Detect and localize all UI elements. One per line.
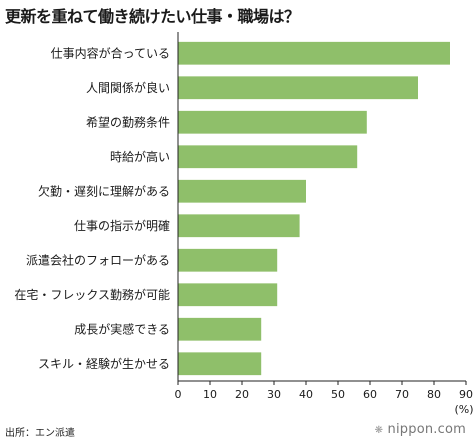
x-tick-label-4: 40 [299, 388, 313, 401]
brand-mark-icon: ❋ [374, 425, 384, 436]
bar-1 [178, 76, 418, 100]
bar-4 [178, 179, 306, 203]
bar-2 [178, 110, 367, 134]
bar-chart: 仕事内容が合っている人間関係が良い希望の勤務条件時給が高い欠勤・遅刻に理解がある… [14, 32, 474, 416]
category-label-2: 希望の勤務条件 [86, 114, 170, 129]
brand-logo: ❋ nippon.com [375, 422, 466, 437]
bar-7 [178, 283, 278, 307]
source-note: 出所：エン派遣 [5, 428, 75, 439]
brand-name: nippon.com [387, 422, 466, 437]
category-label-4: 欠勤・遅刻に理解がある [38, 183, 170, 198]
category-labels: 仕事内容が合っている人間関係が良い希望の勤務条件時給が高い欠勤・遅刻に理解がある… [14, 45, 170, 371]
chart-title: 更新を重ねて働き続けたい仕事・職場は？ [5, 7, 300, 26]
x-tick-label-8: 80 [427, 388, 441, 401]
bar-8 [178, 317, 262, 341]
bars-group [178, 41, 450, 376]
category-label-6: 派遣会社のフォローがある [26, 252, 170, 267]
x-tick-label-3: 30 [267, 388, 281, 401]
category-label-1: 人間関係が良い [86, 80, 170, 95]
category-label-7: 在宅・フレックス勤務が可能 [14, 287, 170, 302]
bar-9 [178, 352, 262, 376]
category-label-0: 仕事内容が合っている [51, 45, 170, 60]
x-tick-label-7: 70 [395, 388, 409, 401]
x-tick-label-2: 20 [235, 388, 249, 401]
x-tick-label-0: 0 [175, 388, 182, 401]
category-label-5: 仕事の指示が明確 [74, 218, 170, 233]
category-label-8: 成長が実感できる [74, 321, 170, 336]
x-axis-ticks: 0 10 20 30 40 50 60 70 80 90 [175, 381, 473, 401]
bar-3 [178, 145, 358, 169]
x-tick-label-1: 10 [203, 388, 217, 401]
category-label-9: スキル・経験が生かせる [38, 356, 170, 371]
category-label-3: 時給が高い [110, 149, 170, 164]
x-axis-unit: (%) [454, 403, 473, 416]
bar-5 [178, 214, 300, 238]
bar-0 [178, 41, 450, 65]
x-tick-label-9: 90 [459, 388, 473, 401]
x-tick-label-5: 50 [331, 388, 345, 401]
x-tick-label-6: 60 [363, 388, 377, 401]
bar-6 [178, 248, 278, 272]
